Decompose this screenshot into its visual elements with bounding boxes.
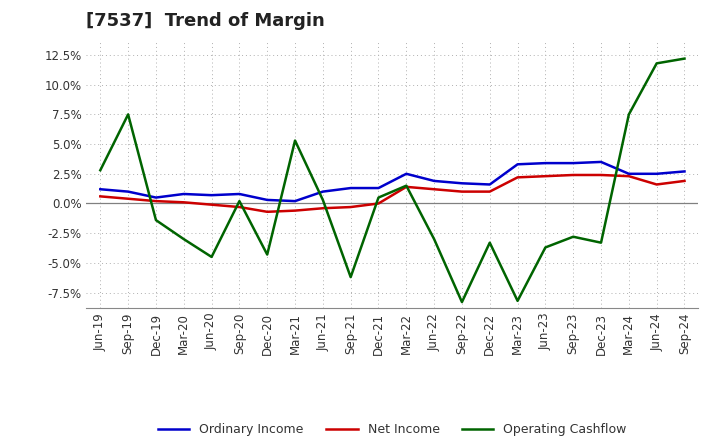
- Ordinary Income: [624, 171, 633, 176]
- Operating Cashflow: [291, 138, 300, 143]
- Text: [7537]  Trend of Margin: [7537] Trend of Margin: [86, 12, 325, 30]
- Operating Cashflow: [624, 112, 633, 117]
- Operating Cashflow: [207, 254, 216, 260]
- Operating Cashflow: [346, 275, 355, 280]
- Operating Cashflow: [179, 236, 188, 242]
- Ordinary Income: [207, 193, 216, 198]
- Net Income: [179, 200, 188, 205]
- Operating Cashflow: [96, 168, 104, 173]
- Ordinary Income: [263, 197, 271, 202]
- Net Income: [430, 187, 438, 192]
- Operating Cashflow: [652, 61, 661, 66]
- Legend: Ordinary Income, Net Income, Operating Cashflow: Ordinary Income, Net Income, Operating C…: [153, 418, 631, 440]
- Ordinary Income: [124, 189, 132, 194]
- Operating Cashflow: [263, 252, 271, 257]
- Operating Cashflow: [124, 112, 132, 117]
- Ordinary Income: [680, 169, 689, 174]
- Net Income: [652, 182, 661, 187]
- Net Income: [680, 178, 689, 183]
- Net Income: [374, 201, 383, 206]
- Operating Cashflow: [597, 240, 606, 246]
- Ordinary Income: [374, 185, 383, 191]
- Net Income: [124, 196, 132, 202]
- Operating Cashflow: [374, 195, 383, 200]
- Ordinary Income: [179, 191, 188, 197]
- Net Income: [207, 202, 216, 207]
- Net Income: [318, 205, 327, 211]
- Ordinary Income: [430, 178, 438, 183]
- Operating Cashflow: [402, 183, 410, 188]
- Net Income: [291, 208, 300, 213]
- Line: Operating Cashflow: Operating Cashflow: [100, 59, 685, 302]
- Ordinary Income: [513, 161, 522, 167]
- Net Income: [263, 209, 271, 214]
- Operating Cashflow: [513, 298, 522, 304]
- Ordinary Income: [402, 171, 410, 176]
- Ordinary Income: [458, 181, 467, 186]
- Net Income: [152, 198, 161, 204]
- Operating Cashflow: [430, 236, 438, 242]
- Ordinary Income: [318, 189, 327, 194]
- Net Income: [541, 173, 550, 179]
- Ordinary Income: [291, 198, 300, 204]
- Net Income: [569, 172, 577, 178]
- Net Income: [624, 173, 633, 179]
- Ordinary Income: [152, 195, 161, 200]
- Ordinary Income: [569, 161, 577, 166]
- Operating Cashflow: [680, 56, 689, 61]
- Line: Ordinary Income: Ordinary Income: [100, 162, 685, 201]
- Ordinary Income: [346, 185, 355, 191]
- Operating Cashflow: [458, 300, 467, 305]
- Ordinary Income: [597, 159, 606, 165]
- Ordinary Income: [485, 182, 494, 187]
- Operating Cashflow: [235, 198, 243, 204]
- Ordinary Income: [652, 171, 661, 176]
- Net Income: [597, 172, 606, 178]
- Ordinary Income: [96, 187, 104, 192]
- Operating Cashflow: [541, 245, 550, 250]
- Ordinary Income: [235, 191, 243, 197]
- Operating Cashflow: [485, 240, 494, 246]
- Net Income: [235, 205, 243, 210]
- Net Income: [513, 175, 522, 180]
- Net Income: [458, 189, 467, 194]
- Operating Cashflow: [318, 197, 327, 202]
- Net Income: [485, 189, 494, 194]
- Ordinary Income: [541, 161, 550, 166]
- Operating Cashflow: [569, 234, 577, 239]
- Net Income: [346, 205, 355, 210]
- Operating Cashflow: [152, 217, 161, 223]
- Line: Net Income: Net Income: [100, 175, 685, 212]
- Net Income: [96, 194, 104, 199]
- Net Income: [402, 184, 410, 190]
